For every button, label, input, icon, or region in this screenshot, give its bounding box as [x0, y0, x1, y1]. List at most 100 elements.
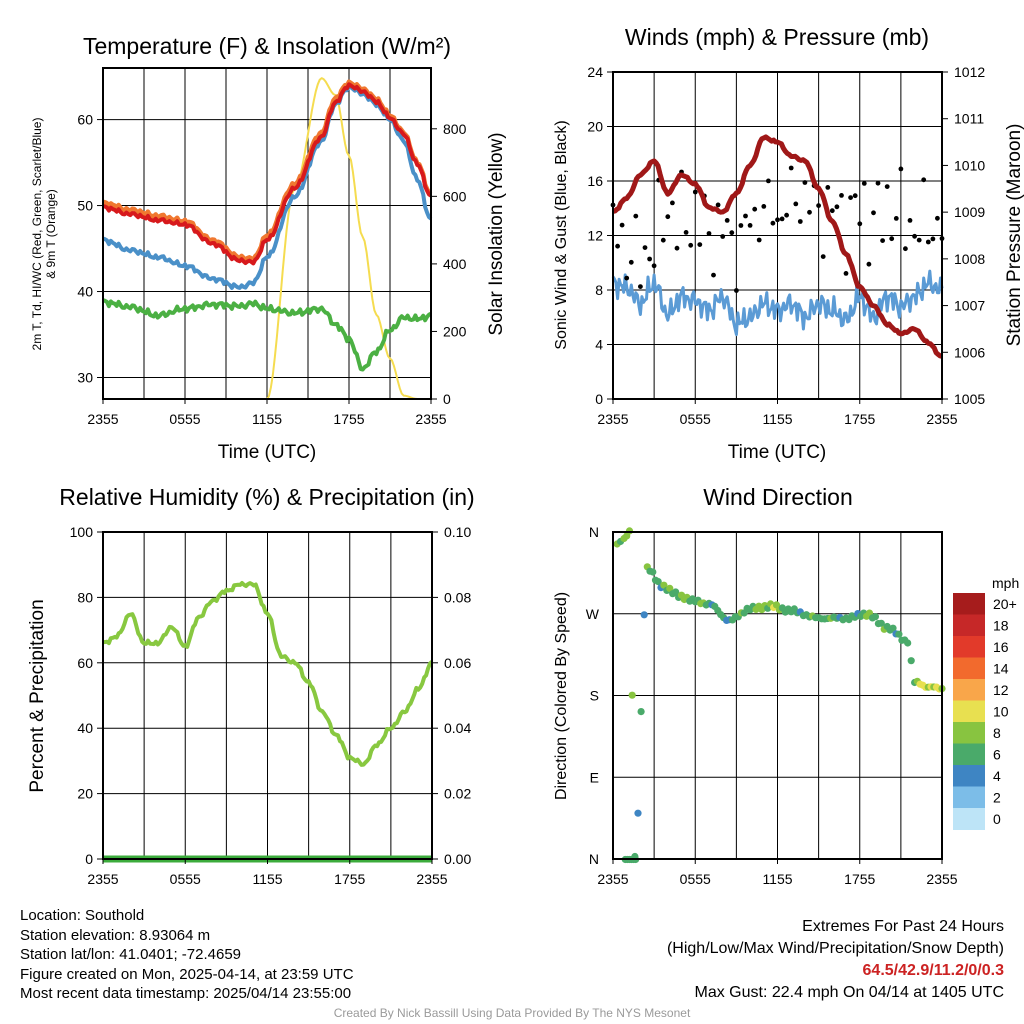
gust-point [747, 223, 753, 228]
gust-point [729, 230, 735, 236]
y-tick-label: 30 [77, 370, 93, 386]
colorbar-swatch [953, 743, 985, 766]
temperature-x-label: Time (UTC) [218, 442, 317, 463]
gust-point [930, 236, 936, 242]
direction-point [634, 809, 642, 817]
x-tick-label: 2355 [87, 871, 118, 887]
gust-point [848, 195, 853, 201]
max-gust: Max Gust: 22.4 mph On 04/14 at 1405 UTC [694, 984, 1005, 1001]
y2-tick-label: 0.08 [444, 589, 471, 605]
gust-point [752, 206, 758, 212]
y2-tick-label: 1008 [954, 251, 985, 267]
colorbar-label: 4 [993, 768, 1001, 784]
wind-pressure-panel: Winds (mph) & Pressure (mb) 04812162024 … [553, 24, 1024, 463]
colorbar-swatch [953, 679, 985, 701]
x-tick-label: 1155 [762, 411, 792, 427]
x-tick-label: 1755 [333, 411, 364, 427]
rh-series-line [102, 581, 434, 767]
x-tick-label: 1155 [252, 871, 282, 887]
x-tick-label: 1755 [844, 411, 875, 427]
x-tick-label: 1755 [334, 871, 365, 887]
colorbar-swatch [953, 614, 985, 637]
gust-point [861, 181, 867, 186]
humidity-title: Relative Humidity (%) & Precipitation (i… [59, 484, 474, 510]
wind-direction-panel: Wind Direction N E S W N 2355 0555 1155 1755 235… [553, 484, 1019, 887]
x-tick-label: 2355 [926, 411, 957, 427]
x-tick-label: 1155 [252, 411, 282, 427]
colorbar-swatch [953, 657, 985, 680]
wind-series-line [611, 269, 944, 337]
gust-point [779, 216, 785, 222]
gust-point [797, 219, 803, 224]
y2-tick-label: 1007 [954, 298, 985, 314]
direction-tick-label: E [590, 769, 599, 785]
x-tick-label: 2355 [926, 871, 957, 887]
gust-point [912, 233, 917, 239]
gust-point [825, 185, 831, 190]
gust-point [761, 204, 767, 209]
direction-tick-label: N [589, 851, 599, 867]
colorbar-label: 6 [993, 747, 1001, 763]
gust-point [893, 216, 899, 221]
wind-pressure-title: Winds (mph) & Pressure (mb) [625, 24, 929, 50]
y-tick-label: 20 [77, 786, 93, 802]
gust-point [889, 236, 895, 242]
colorbar-label: 18 [993, 618, 1009, 634]
y2-tick-label: 1006 [954, 344, 985, 360]
y-tick-label: 0 [595, 391, 603, 407]
direction-point [637, 708, 645, 716]
y-tick-label: 40 [77, 284, 93, 300]
temperature-y2-label: Solar Insolation (Yellow) [486, 132, 507, 335]
gust-point [898, 166, 904, 172]
gust-point [816, 203, 821, 209]
y2-tick-label: 1011 [954, 111, 984, 127]
gust-point [788, 165, 794, 171]
colorbar-swatch [953, 808, 985, 830]
gust-point [820, 254, 826, 259]
gust-point [839, 193, 844, 198]
gust-point [802, 180, 808, 185]
gust-point [715, 202, 721, 208]
x-tick-label: 0555 [680, 871, 711, 887]
wind-pressure-y-label: Sonic Wind & Gust (Blue, Black) [553, 120, 570, 349]
gust-point [852, 193, 858, 199]
x-tick-label: 1755 [844, 871, 875, 887]
station-elevation: Station elevation: 8.93064 m [20, 926, 211, 944]
x-tick-label: 0555 [170, 871, 201, 887]
y2-tick-label: 0.06 [444, 655, 471, 671]
y-tick-label: 50 [77, 198, 93, 214]
y2-tick-label: 0.02 [444, 786, 471, 802]
y-tick-label: 16 [587, 173, 603, 189]
direction-point [907, 657, 915, 665]
station-location: Location: Southold [20, 907, 145, 924]
colorbar-label: 10 [993, 704, 1009, 720]
direction-point [625, 527, 634, 535]
direction-point [660, 581, 668, 589]
y2-tick-label: 0.04 [444, 720, 471, 736]
wind-pressure-x-label: Time (UTC) [728, 442, 827, 463]
y-tick-label: 24 [587, 64, 603, 80]
gust-point [624, 275, 630, 281]
gust-point [775, 217, 780, 223]
pressure-series-line [612, 134, 943, 359]
gust-point [688, 242, 694, 248]
most-recent-data: Most recent data timestamp: 2025/04/14 2… [20, 985, 352, 1002]
station-latlon: Station lat/lon: 41.0401; -72.4659 [20, 946, 242, 963]
x-tick-label: 1155 [762, 871, 792, 887]
x-tick-label: 2355 [87, 411, 118, 427]
colorbar-label: 14 [993, 661, 1009, 677]
wind-direction-title: Wind Direction [703, 484, 853, 510]
wind-direction-y-label: Direction (Colored By Speed) [553, 592, 570, 800]
y2-tick-label: 200 [443, 323, 467, 339]
colorbar-label: 12 [993, 682, 1009, 698]
direction-point [895, 630, 903, 638]
direction-tick-label: N [589, 524, 599, 540]
speed-colorbar: 20+ 18 16 14 12 10 8 6 4 2 0 [953, 593, 1017, 830]
colorbar-swatch [953, 765, 985, 787]
gust-point [907, 218, 913, 223]
direction-point [628, 691, 636, 699]
extremes-info: Extremes For Past 24 Hours (High/Low/Max… [667, 916, 1004, 1004]
gust-point [697, 242, 703, 248]
y2-tick-label: 0.00 [444, 851, 471, 867]
